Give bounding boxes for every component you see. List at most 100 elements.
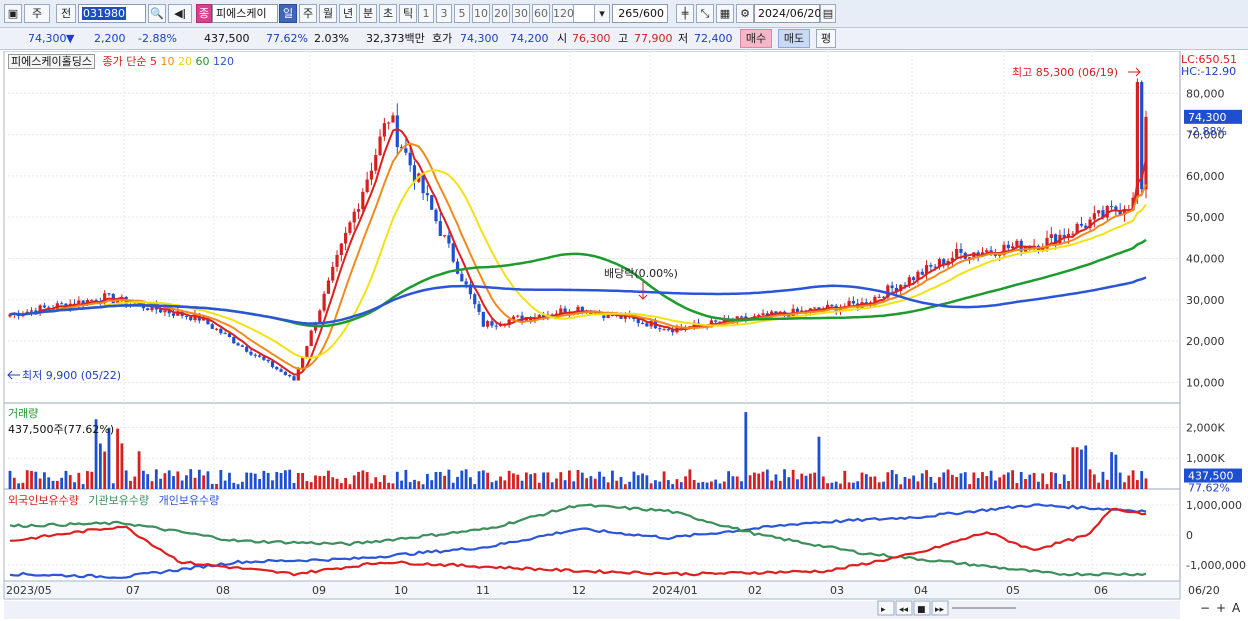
volume-bar	[585, 478, 589, 489]
foreign-line	[9, 503, 1147, 579]
market-select[interactable]: 주	[24, 4, 50, 23]
volume-bar	[666, 480, 670, 489]
volume-bar	[283, 470, 287, 489]
volume-bar	[692, 479, 696, 489]
nav-button-3[interactable]	[931, 600, 949, 616]
volume-bar	[129, 480, 132, 489]
count-value: 265	[618, 7, 640, 20]
menu-button[interactable]: ▣	[4, 4, 22, 23]
count-dropdown-icon[interactable]: ▾	[594, 4, 610, 23]
volume-bar	[116, 428, 119, 489]
candle-body	[929, 265, 933, 267]
volume-bar	[503, 480, 507, 489]
volume-bars	[8, 412, 1148, 489]
interval-2[interactable]: 5	[454, 4, 470, 23]
volume-bar	[469, 477, 472, 489]
calendar-icon[interactable]: ▤	[820, 4, 836, 23]
zoom-control-0[interactable]: −	[1200, 601, 1210, 615]
volume-bar	[899, 484, 903, 489]
candle-body	[1071, 233, 1075, 235]
nav-button-1[interactable]	[895, 600, 913, 616]
candle-body	[1075, 223, 1079, 234]
buy-button[interactable]: 매수	[740, 29, 772, 48]
count-field[interactable]: 265/600	[612, 4, 668, 23]
period-1[interactable]: 주	[299, 4, 317, 23]
interval-3[interactable]: 10	[472, 4, 490, 23]
last-pct-label: -2.88%	[1188, 125, 1227, 138]
period-3[interactable]: 년	[339, 4, 357, 23]
sell-button[interactable]: 매도	[778, 29, 810, 48]
volume-bar	[658, 481, 662, 489]
volume-bar	[434, 471, 438, 489]
period-5[interactable]: 초	[379, 4, 397, 23]
candle-body	[593, 311, 597, 315]
volume-bar	[146, 474, 150, 489]
candle-body	[1092, 213, 1096, 220]
candle-body	[1045, 237, 1049, 249]
interval-6[interactable]: 60	[532, 4, 550, 23]
candle-body	[722, 318, 726, 323]
volume-bar	[778, 480, 782, 489]
nav-button-2[interactable]	[913, 600, 931, 616]
stock-name-field[interactable]: 피에스케이	[212, 4, 278, 23]
period-6[interactable]: 틱	[399, 4, 417, 23]
volume-bar	[309, 482, 313, 489]
volume-bar	[611, 470, 614, 489]
search-icon[interactable]: 🔍	[148, 4, 166, 23]
volume-bar	[1140, 471, 1144, 489]
volume-bar	[718, 483, 722, 489]
nav-button-0[interactable]	[877, 600, 895, 616]
x-tick-label: 2023/05	[6, 584, 52, 597]
volume-bar	[232, 482, 236, 489]
candle-body	[516, 315, 520, 317]
volume-bar	[563, 480, 567, 489]
volume-bar	[787, 477, 791, 489]
volume-bar	[55, 480, 59, 489]
date-field[interactable]: 2024/06/20	[754, 4, 821, 23]
interval-0[interactable]: 1	[418, 4, 434, 23]
candle-body	[430, 195, 434, 210]
code-input[interactable]: 031980	[78, 4, 146, 23]
interval-5[interactable]: 30	[512, 4, 530, 23]
volume-bar	[167, 470, 171, 489]
volume-bar	[641, 473, 644, 489]
save-icon[interactable]: ▦	[716, 4, 734, 23]
zoom-control-1[interactable]: +	[1216, 601, 1226, 615]
volume-bar	[456, 476, 459, 489]
volume-bar	[98, 443, 102, 489]
zoom-control-2[interactable]: A	[1232, 601, 1241, 615]
volume-bar	[193, 477, 197, 489]
candle-body	[219, 328, 223, 334]
volume-bar	[266, 472, 270, 489]
period-4[interactable]: 분	[359, 4, 377, 23]
candle-body	[232, 337, 236, 344]
prev-button[interactable]: 전	[56, 4, 76, 23]
candle-body	[787, 314, 791, 318]
speaker-icon[interactable]: ◀ǀ	[168, 4, 192, 23]
candle-body	[38, 305, 42, 314]
volume-bar	[271, 480, 274, 489]
volume-bar	[740, 481, 743, 489]
avg-button[interactable]: 평	[816, 29, 836, 48]
period-0[interactable]: 일	[279, 4, 297, 23]
x-tick-label: 07	[126, 584, 140, 597]
volume-bar	[86, 471, 89, 489]
interval-7[interactable]: 120	[552, 4, 574, 23]
gear-icon[interactable]: ⚙	[736, 4, 754, 23]
volume-bar	[357, 471, 360, 489]
stock-chart[interactable]: 10,000 20,000 30,000 40,000 50,000 60,000 70,0…	[0, 51, 1248, 621]
candle-body	[959, 249, 963, 253]
candle-icon[interactable]: ╪	[676, 4, 694, 23]
period-2[interactable]: 월	[319, 4, 337, 23]
interval-4[interactable]: 20	[492, 4, 510, 23]
individual-holder-label: 개인보유수량	[158, 494, 220, 507]
volume-bar	[1006, 472, 1010, 489]
volume-bar	[662, 471, 666, 489]
volume-bar	[589, 476, 593, 489]
volume-bar	[507, 470, 511, 489]
draw-icon[interactable]: ⤡	[696, 4, 714, 23]
interval-1[interactable]: 3	[436, 4, 452, 23]
x-tick-label: 04	[914, 584, 928, 597]
stock-name-label[interactable]: 피에스케이홀딩스	[8, 54, 95, 69]
volume-bar	[258, 478, 261, 489]
